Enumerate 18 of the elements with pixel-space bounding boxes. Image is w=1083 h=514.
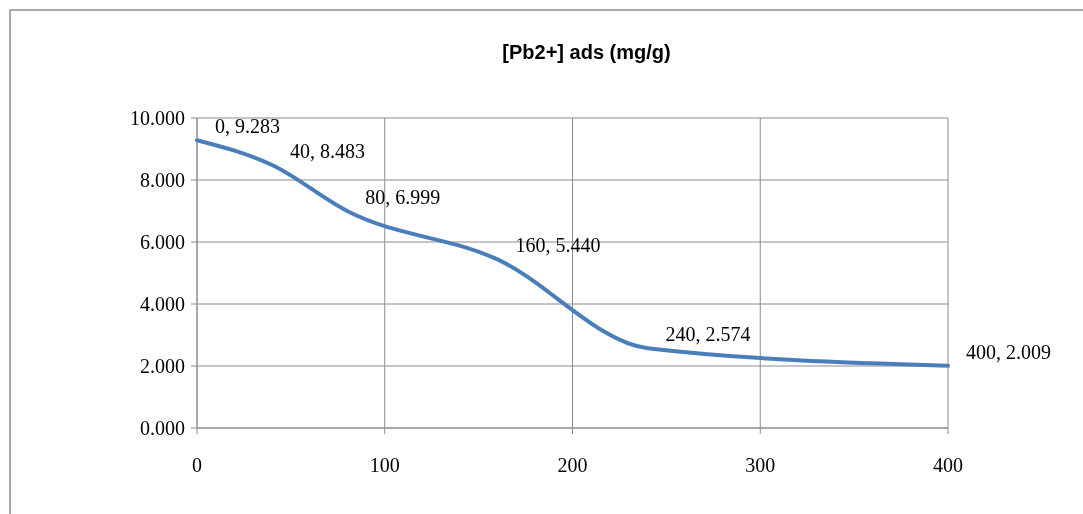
y-tick-label: 4.000 (140, 293, 185, 315)
y-tick-label: 10.000 (130, 107, 185, 129)
x-tick-label: 300 (745, 454, 776, 476)
y-tick-label: 8.000 (140, 169, 185, 191)
y-tick-label: 2.000 (140, 355, 185, 377)
chart-title: [Pb2+] ads (mg/g) (502, 41, 671, 63)
x-tick-label: 200 (557, 454, 588, 476)
x-tick-label: 400 (933, 454, 963, 476)
y-tick-label: 0.000 (140, 417, 185, 439)
data-label: 80, 6.999 (365, 186, 441, 209)
data-label: 400, 2.009 (966, 340, 1051, 363)
x-tick-label: 100 (369, 454, 400, 476)
data-label: 160, 5.440 (515, 234, 601, 257)
data-label: 40, 8.483 (290, 140, 366, 163)
data-label: 240, 2.574 (665, 323, 751, 346)
data-label: 0, 9.283 (215, 115, 280, 138)
y-tick-label: 6.000 (140, 231, 185, 253)
x-tick-label: 0 (192, 454, 202, 476)
